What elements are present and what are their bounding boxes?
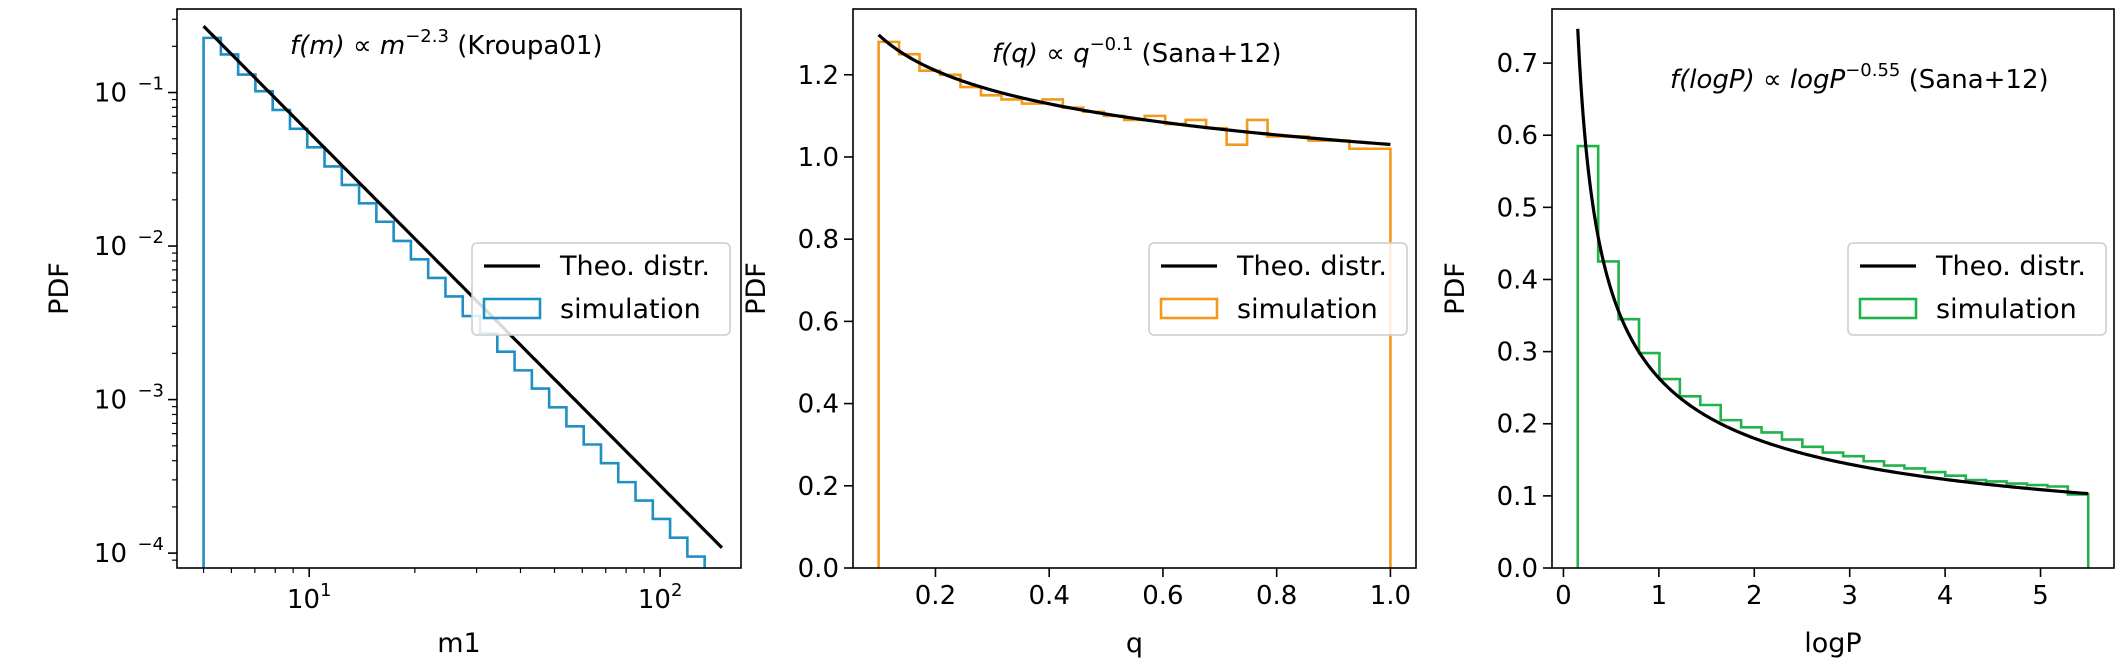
formula-function: f(q) (992, 39, 1038, 69)
y-tick-label: 0.0 (1497, 554, 1538, 584)
x-tick-label: 0.8 (1256, 581, 1297, 611)
tick-exponent: 1 (320, 580, 331, 601)
tick-base: 10 (94, 539, 127, 569)
tick-base: 10 (94, 79, 127, 109)
x-tick-label: 0 (1555, 581, 1572, 611)
formula-annotation: f(m) ∝ m−2.3 (Kroupa01) (290, 26, 603, 61)
formula-base: m (380, 31, 405, 61)
chart-panel-middle: 0.2 0.4 0.6 0.8 1.0 0.0 0.2 0.4 0.6 0.8 1.0 1.2 q PDF… (741, 8, 1417, 659)
legend-label-simulation: simulation (1237, 294, 1378, 325)
x-axis-label: q (1126, 628, 1143, 659)
formula-reference: (Kroupa01) (449, 31, 603, 61)
tick-base: 10 (94, 232, 127, 262)
y-tick-label: 0.2 (1497, 410, 1538, 440)
legend-hist-swatch (1858, 297, 1918, 320)
formula-reference: (Sana+12) (1900, 65, 2048, 95)
formula-proportional: ∝ (345, 31, 380, 61)
x-tick-label: 5 (2032, 581, 2049, 611)
y-tick-label: 10 (94, 539, 127, 569)
x-tick-label: 3 (1841, 581, 1858, 611)
y-tick-label: 10 (94, 79, 127, 109)
theory-curve (202, 24, 724, 549)
y-axis-label: PDF (44, 262, 75, 315)
y-axis-label: PDF (1440, 262, 1471, 315)
y-tick-label: 10 (94, 232, 127, 262)
y-tick-label: 0.7 (1497, 49, 1538, 79)
formula-exponent: −2.3 (405, 26, 449, 47)
y-tick-label: 0.4 (1497, 265, 1538, 295)
formula-exponent: −0.1 (1090, 34, 1134, 55)
x-axis-label: logP (1804, 628, 1861, 659)
formula-function: f(logP) (1670, 65, 1755, 95)
y-tick-label: 10 (94, 386, 127, 416)
legend-label-theory: Theo. distr. (1935, 251, 2086, 282)
tick-base: 10 (638, 585, 671, 615)
y-tick-label: 0.6 (1497, 121, 1538, 151)
formula-annotation: f(logP) ∝ logP−0.55 (Sana+12) (1670, 60, 2049, 95)
formula-exponent: −0.55 (1845, 60, 1900, 81)
legend-label-theory: Theo. distr. (559, 251, 710, 282)
formula-proportional: ∝ (1755, 65, 1790, 95)
legend: Theo. distr. simulation (1148, 242, 1408, 336)
axes-frame (1551, 8, 2115, 569)
y-tick-exponent: −4 (137, 534, 164, 555)
legend-label-simulation: simulation (1936, 294, 2077, 325)
formula-reference: (Sana+12) (1133, 39, 1281, 69)
formula-annotation: f(q) ∝ q−0.1 (Sana+12) (992, 34, 1282, 69)
y-tick-label: 1.2 (798, 61, 839, 91)
legend-hist-swatch (1159, 297, 1219, 320)
x-axis-label: m1 (437, 628, 480, 659)
formula-base: q (1073, 39, 1090, 69)
formula-base: logP (1790, 65, 1846, 95)
y-tick-label: 0.2 (798, 472, 839, 502)
y-tick-label: 0.6 (798, 307, 839, 337)
legend: Theo. distr. simulation (471, 242, 731, 336)
theory-curve (877, 33, 1391, 147)
x-tick-label: 4 (1937, 581, 1954, 611)
axes-frame (176, 8, 742, 569)
x-tick-label: 102 (638, 580, 683, 615)
x-tick-label: 0.4 (1029, 581, 1070, 611)
y-tick-label: 1.0 (798, 143, 839, 173)
legend-label-simulation: simulation (560, 294, 701, 325)
legend: Theo. distr. simulation (1847, 242, 2107, 336)
y-tick-exponent: −3 (137, 381, 164, 402)
tick-base: 10 (287, 585, 320, 615)
y-tick-label: 0.0 (798, 554, 839, 584)
x-tick-label: 101 (287, 580, 332, 615)
simulation-histogram (1576, 144, 2090, 568)
y-tick-label: 0.8 (798, 225, 839, 255)
tick-exponent: 2 (671, 580, 682, 601)
formula-function: f(m) (290, 31, 345, 61)
y-tick-label: 0.5 (1497, 193, 1538, 223)
chart-panel-right: 0 1 2 3 4 5 0.0 0.1 0.2 0.3 0.4 0.5 0.6 0.7 logP PDF f(l… (1440, 8, 2115, 659)
y-tick-label: 0.4 (798, 390, 839, 420)
legend-label-theory: Theo. distr. (1236, 251, 1387, 282)
y-axis-label: PDF (741, 262, 772, 315)
formula-proportional: ∝ (1038, 39, 1073, 69)
y-tick-exponent: −1 (137, 74, 164, 95)
x-tick-label: 1.0 (1370, 581, 1411, 611)
x-tick-label: 0.2 (915, 581, 956, 611)
y-tick-exponent: −2 (137, 227, 164, 248)
axes-frame (852, 8, 1417, 569)
tick-base: 10 (94, 386, 127, 416)
x-tick-label: 0.6 (1142, 581, 1183, 611)
x-tick-label: 1 (1651, 581, 1668, 611)
legend-hist-swatch (482, 297, 542, 320)
y-tick-label: 0.3 (1497, 338, 1538, 368)
y-tick-label: 0.1 (1497, 482, 1538, 512)
x-tick-label: 2 (1746, 581, 1763, 611)
theory-curve (1576, 28, 2089, 496)
